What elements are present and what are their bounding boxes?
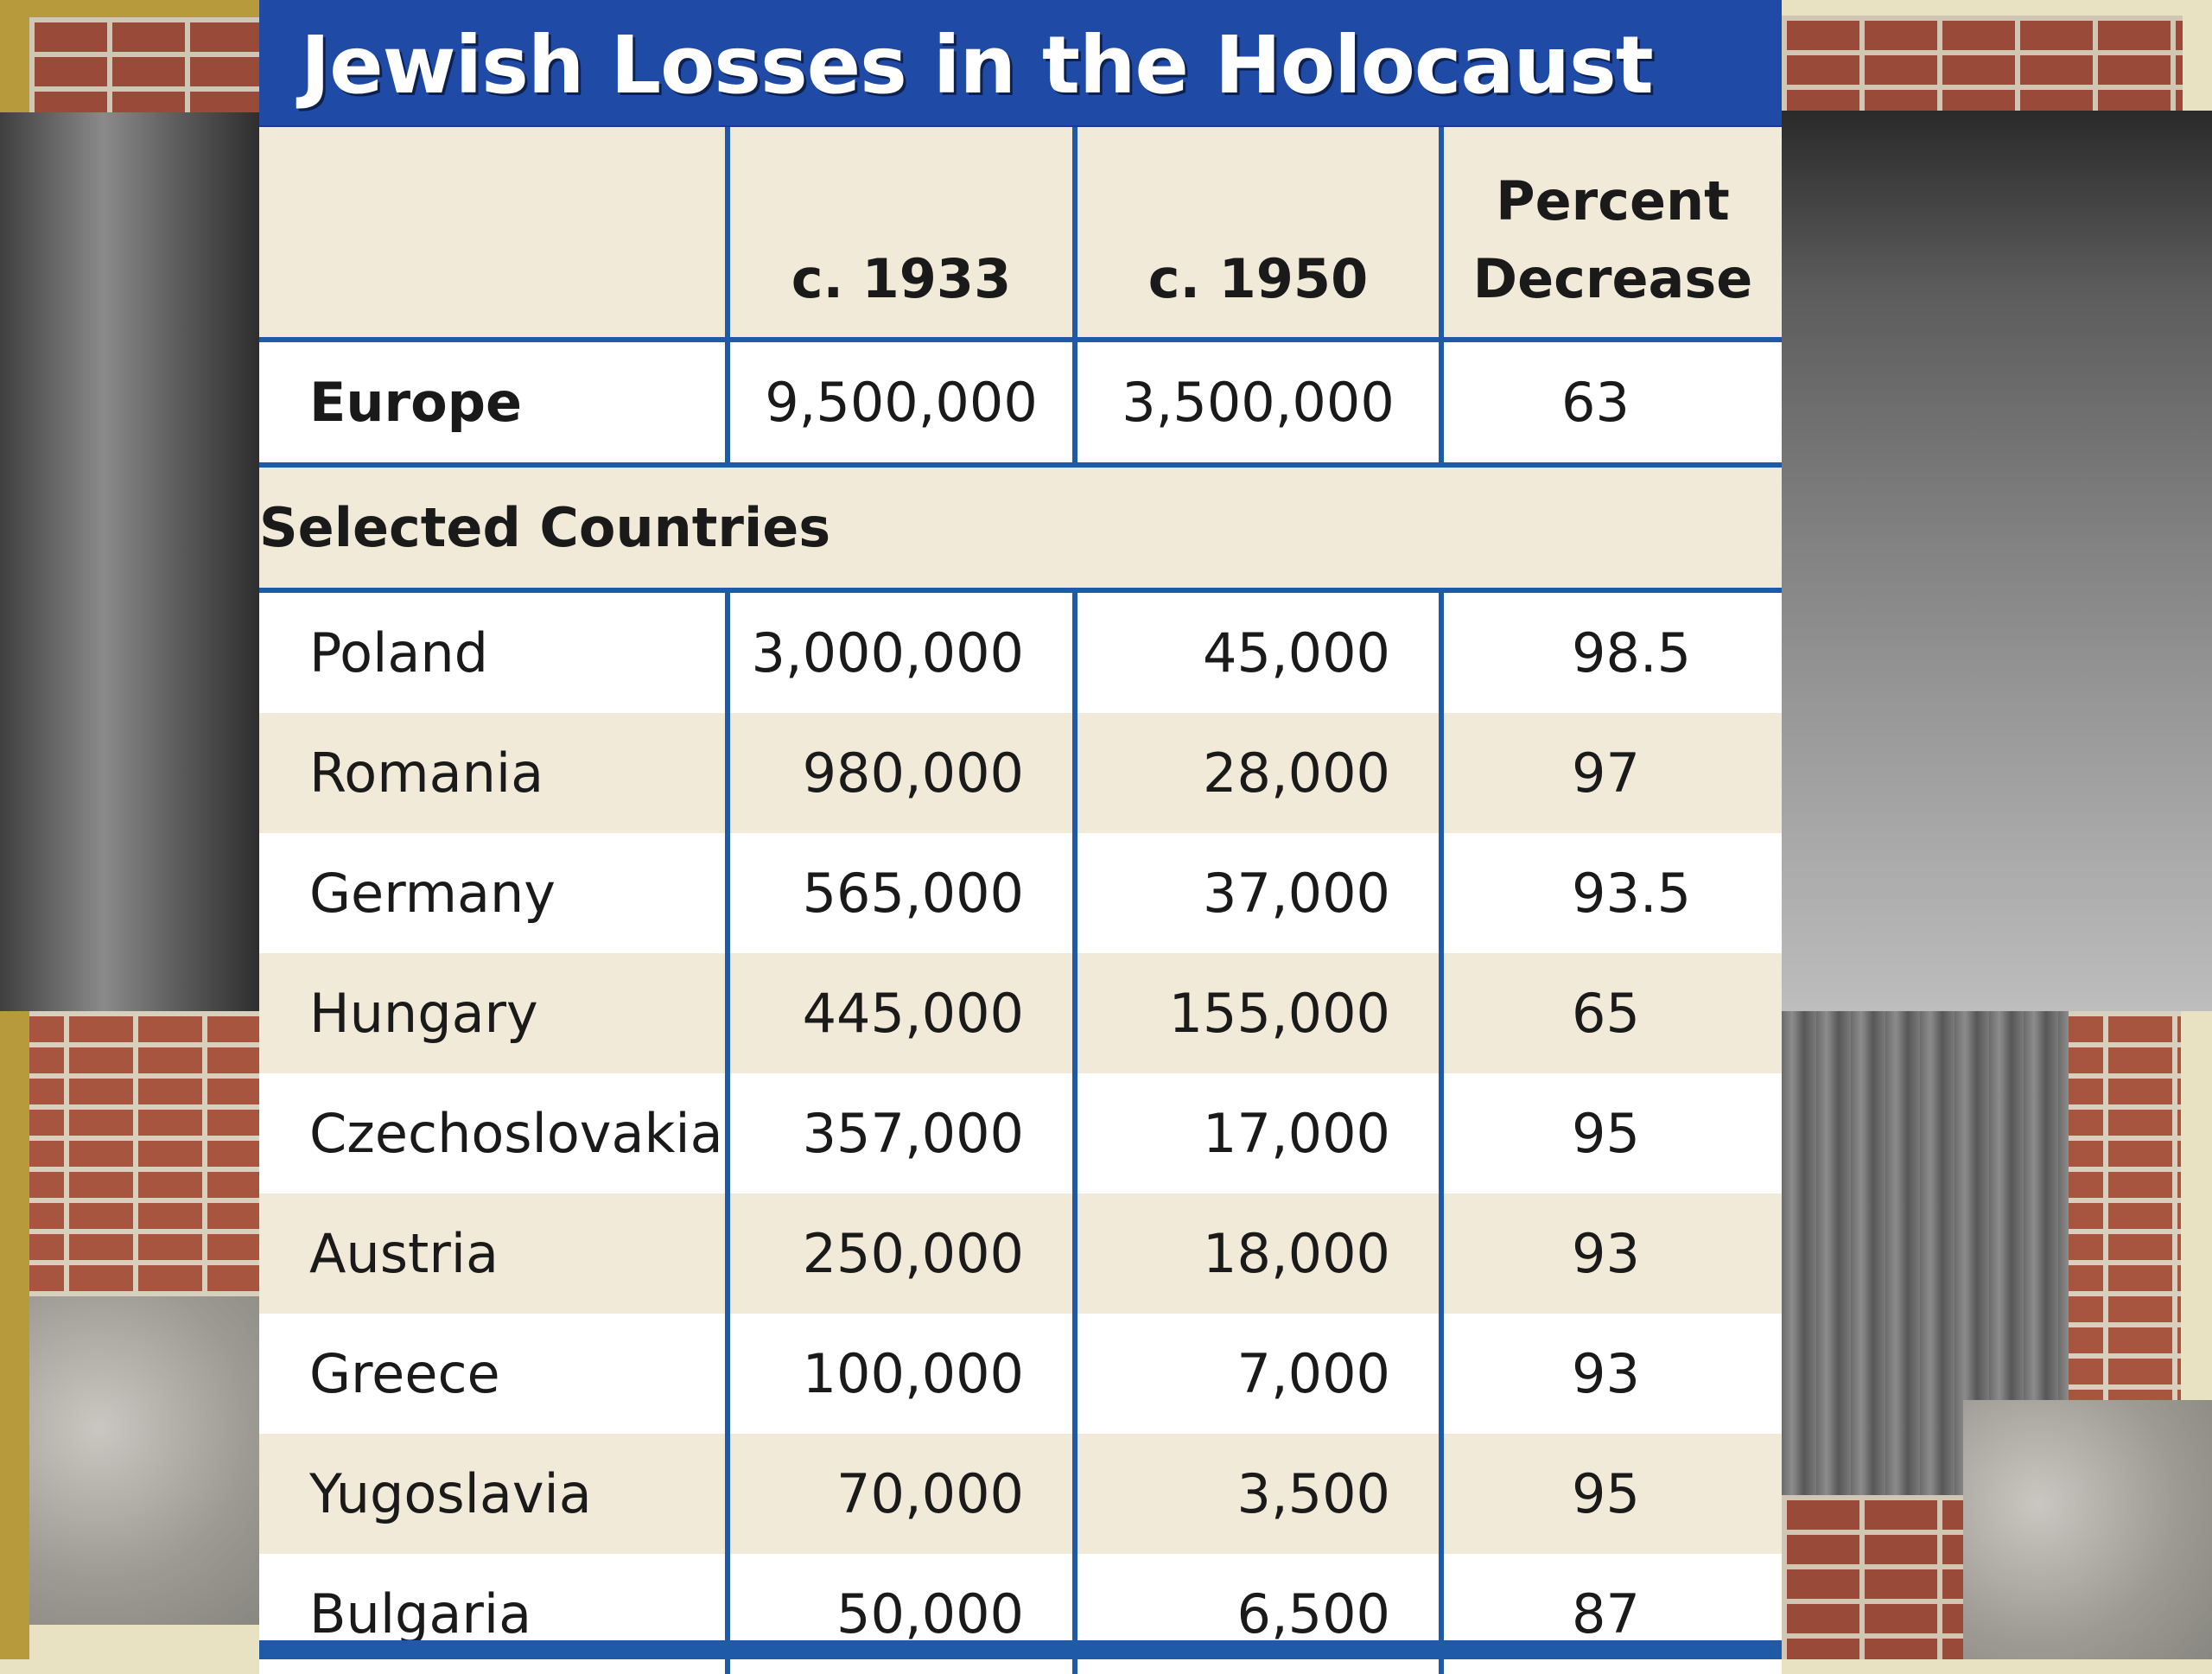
table-row: Austria 250,000 18,000 93 bbox=[259, 1193, 1782, 1314]
country-name: Yugoslavia bbox=[259, 1434, 728, 1554]
population-1950: 37,000 bbox=[1072, 833, 1441, 953]
header-percent-line2: Decrease bbox=[1472, 247, 1753, 310]
country-name: Germany bbox=[259, 833, 728, 953]
country-rows: Poland 3,000,000 45,000 98.5 Romania 980,000 2… bbox=[259, 590, 1782, 1674]
country-name: Hungary bbox=[259, 953, 728, 1073]
population-1933: 3,000,000 bbox=[725, 590, 1075, 713]
population-1950: 3,500,000 bbox=[1072, 340, 1441, 468]
header-percent-decrease: Percent Decrease bbox=[1439, 127, 1782, 342]
population-1933: 250,000 bbox=[725, 1193, 1075, 1314]
population-1950: 45,000 bbox=[1072, 590, 1441, 713]
background-photo-brick-top-left bbox=[29, 17, 259, 112]
background-photo-interior-left bbox=[0, 112, 259, 1011]
background-photo-brick-bottom-right bbox=[1782, 1495, 1963, 1659]
percent-decrease: 93 bbox=[1439, 1314, 1782, 1434]
country-name: Czechoslovakia bbox=[259, 1073, 728, 1193]
losses-table: c. 1933 c. 1950 Percent Decrease Europe … bbox=[259, 127, 1782, 1674]
country-name: Austria bbox=[259, 1193, 728, 1314]
region-name: Europe bbox=[259, 340, 728, 468]
header-row: c. 1933 c. 1950 Percent Decrease bbox=[259, 127, 1782, 342]
population-1950: 18,000 bbox=[1072, 1193, 1441, 1314]
percent-decrease: 95 bbox=[1439, 1434, 1782, 1554]
table-panel: Jewish Losses in the Holocaust c. 1933 c… bbox=[259, 0, 1782, 1674]
header-percent-line1: Percent bbox=[1496, 169, 1730, 232]
table-row: Germany 565,000 37,000 93.5 bbox=[259, 833, 1782, 953]
population-1933: 980,000 bbox=[725, 713, 1075, 833]
percent-decrease: 97 bbox=[1439, 713, 1782, 833]
country-name: Greece bbox=[259, 1314, 728, 1434]
background-photo-brick-right bbox=[2069, 1011, 2181, 1400]
population-1950: 3,500 bbox=[1072, 1434, 1441, 1554]
section-label: Selected Countries bbox=[259, 465, 1782, 593]
table-row: Yugoslavia 70,000 3,500 95 bbox=[259, 1434, 1782, 1554]
europe-row: Europe 9,500,000 3,500,000 63 bbox=[259, 340, 1782, 468]
background-photo-concrete-right bbox=[1963, 1400, 2212, 1659]
percent-decrease: 63 bbox=[1439, 340, 1782, 468]
background-photo-gold-left-bottom bbox=[0, 1011, 29, 1659]
population-1933: 9,500,000 bbox=[725, 340, 1075, 468]
table-title: Jewish Losses in the Holocaust bbox=[301, 19, 1654, 111]
population-1933: 100,000 bbox=[725, 1314, 1075, 1434]
background-photo-concrete-left bbox=[29, 1296, 259, 1625]
section-row: Selected Countries bbox=[259, 465, 1782, 593]
percent-decrease: 65 bbox=[1439, 953, 1782, 1073]
country-name: Romania bbox=[259, 713, 728, 833]
country-name: Poland bbox=[259, 590, 728, 713]
background-photo-brick-left bbox=[29, 1011, 259, 1322]
table-row: Czechoslovakia 357,000 17,000 95 bbox=[259, 1073, 1782, 1193]
header-empty-cell bbox=[259, 127, 728, 342]
percent-decrease: 95 bbox=[1439, 1073, 1782, 1193]
population-1933: 565,000 bbox=[725, 833, 1075, 953]
bottom-rule bbox=[259, 1640, 1782, 1659]
population-1933: 445,000 bbox=[725, 953, 1075, 1073]
header-c1950: c. 1950 bbox=[1072, 127, 1441, 342]
background-photo-interior-right bbox=[1782, 111, 2212, 1011]
population-1950: 7,000 bbox=[1072, 1314, 1441, 1434]
table-row: Poland 3,000,000 45,000 98.5 bbox=[259, 590, 1782, 713]
population-1933: 70,000 bbox=[725, 1434, 1075, 1554]
percent-decrease: 93 bbox=[1439, 1193, 1782, 1314]
percent-decrease: 93.5 bbox=[1439, 833, 1782, 953]
population-1933: 357,000 bbox=[725, 1073, 1075, 1193]
background-photo-brick-top-right bbox=[1782, 16, 2183, 111]
population-1950: 155,000 bbox=[1072, 953, 1441, 1073]
population-1950: 28,000 bbox=[1072, 713, 1441, 833]
table-row: Hungary 445,000 155,000 65 bbox=[259, 953, 1782, 1073]
title-bar: Jewish Losses in the Holocaust bbox=[259, 0, 1782, 129]
table-row: Romania 980,000 28,000 97 bbox=[259, 713, 1782, 833]
population-1950: 17,000 bbox=[1072, 1073, 1441, 1193]
percent-decrease: 98.5 bbox=[1439, 590, 1782, 713]
header-c1933: c. 1933 bbox=[725, 127, 1075, 342]
table-row: Greece 100,000 7,000 93 bbox=[259, 1314, 1782, 1434]
